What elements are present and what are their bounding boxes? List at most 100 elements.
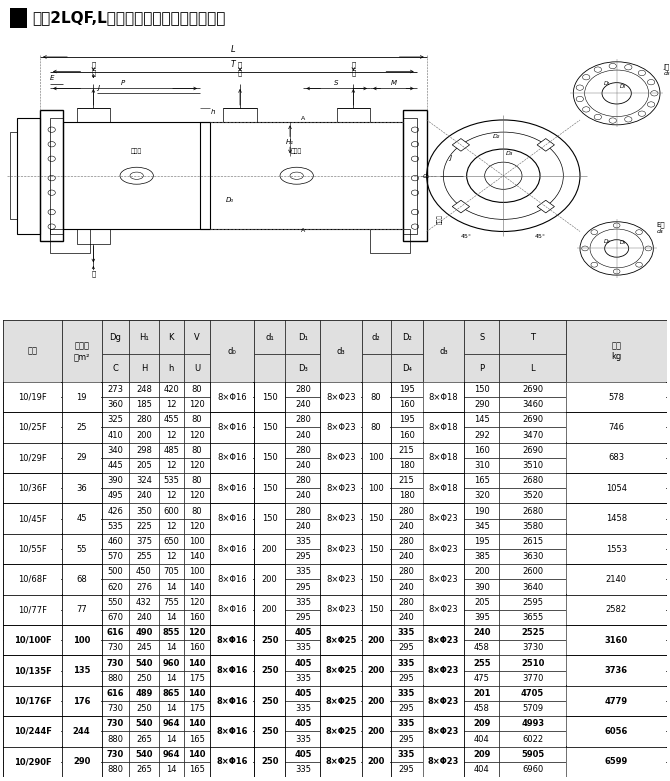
Bar xyxy=(285,686,320,701)
Bar xyxy=(285,534,320,549)
Text: 5905: 5905 xyxy=(521,750,544,759)
Text: 12: 12 xyxy=(166,522,176,531)
Text: 5709: 5709 xyxy=(522,704,543,713)
Bar xyxy=(3,610,62,625)
Bar xyxy=(102,397,129,412)
Bar xyxy=(464,640,500,655)
Text: 2510: 2510 xyxy=(521,658,544,668)
Text: 8×Φ16: 8×Φ16 xyxy=(217,393,247,401)
Text: 4993: 4993 xyxy=(521,719,544,729)
Bar xyxy=(285,610,320,625)
Text: 45°: 45° xyxy=(461,234,472,239)
Text: 2680: 2680 xyxy=(522,476,543,485)
Text: 298: 298 xyxy=(136,446,152,455)
Bar xyxy=(255,473,285,503)
Bar xyxy=(423,443,464,458)
Text: 248: 248 xyxy=(136,385,152,394)
Text: 45: 45 xyxy=(76,514,87,523)
Text: d₄: d₄ xyxy=(657,229,663,234)
Bar xyxy=(4,626,61,655)
Bar xyxy=(210,671,254,686)
Bar xyxy=(184,397,210,412)
Bar xyxy=(500,565,566,580)
Text: 320: 320 xyxy=(474,491,490,501)
Text: S: S xyxy=(334,80,339,86)
Bar xyxy=(62,701,102,716)
Bar xyxy=(184,640,210,655)
Bar xyxy=(184,610,210,625)
Bar xyxy=(62,717,101,746)
Text: 335: 335 xyxy=(398,689,415,698)
Bar xyxy=(423,747,464,762)
Text: 335: 335 xyxy=(295,567,311,576)
Text: 8×Φ23: 8×Φ23 xyxy=(427,697,459,705)
Bar xyxy=(391,565,423,580)
Bar xyxy=(62,549,102,565)
Bar xyxy=(391,504,423,519)
Text: 405: 405 xyxy=(294,628,312,637)
Bar xyxy=(423,762,464,777)
Bar xyxy=(62,732,102,747)
Bar xyxy=(285,443,320,458)
Text: 540: 540 xyxy=(135,658,153,668)
Text: 135: 135 xyxy=(73,666,90,676)
Bar xyxy=(362,686,391,701)
Text: 150: 150 xyxy=(369,605,384,615)
Text: h: h xyxy=(168,364,174,373)
Bar xyxy=(129,427,159,443)
Text: 8×Φ16: 8×Φ16 xyxy=(216,636,248,645)
Text: d₃: d₃ xyxy=(439,347,448,355)
Bar xyxy=(320,594,362,610)
Bar xyxy=(391,671,423,686)
Bar xyxy=(159,580,184,594)
Bar xyxy=(3,427,62,443)
Text: d₅: d₅ xyxy=(423,173,430,179)
Text: A: A xyxy=(302,116,306,121)
Bar xyxy=(210,382,254,397)
Text: 195: 195 xyxy=(474,537,490,546)
Text: D₃: D₃ xyxy=(620,240,626,245)
Text: 295: 295 xyxy=(399,644,415,652)
Text: 335: 335 xyxy=(295,537,311,546)
Bar xyxy=(210,534,254,549)
Bar xyxy=(102,443,129,458)
Bar xyxy=(362,549,391,565)
Bar xyxy=(129,580,159,594)
Bar xyxy=(362,458,391,473)
Text: 215: 215 xyxy=(399,446,415,455)
Text: 8×Φ23: 8×Φ23 xyxy=(326,393,356,401)
Text: 295: 295 xyxy=(399,735,415,744)
Text: 335: 335 xyxy=(295,704,311,713)
Bar xyxy=(184,355,210,382)
Bar xyxy=(423,320,464,382)
Bar xyxy=(3,655,62,671)
Bar xyxy=(320,355,362,382)
Bar xyxy=(129,610,159,625)
Text: 10/36F: 10/36F xyxy=(18,483,47,493)
Bar xyxy=(391,382,423,397)
Bar xyxy=(320,625,362,640)
Bar xyxy=(423,504,464,533)
Bar xyxy=(254,747,285,762)
Text: 120: 120 xyxy=(189,461,205,470)
Text: 250: 250 xyxy=(261,758,279,766)
Text: 295: 295 xyxy=(399,674,415,683)
Bar xyxy=(423,473,464,503)
Bar xyxy=(391,519,423,534)
Bar xyxy=(566,716,667,732)
Text: d₀: d₀ xyxy=(228,347,237,355)
Bar xyxy=(159,534,184,549)
Bar xyxy=(254,443,285,458)
Bar xyxy=(62,473,102,488)
Text: E向: E向 xyxy=(657,221,665,227)
Bar xyxy=(210,594,254,610)
Bar xyxy=(423,549,464,565)
Bar xyxy=(62,443,101,473)
Text: V: V xyxy=(194,333,200,342)
Text: 240: 240 xyxy=(399,613,415,622)
Bar xyxy=(211,412,253,442)
Bar xyxy=(211,473,253,503)
Bar xyxy=(254,716,285,732)
Bar xyxy=(391,732,423,747)
Text: 240: 240 xyxy=(399,552,415,562)
